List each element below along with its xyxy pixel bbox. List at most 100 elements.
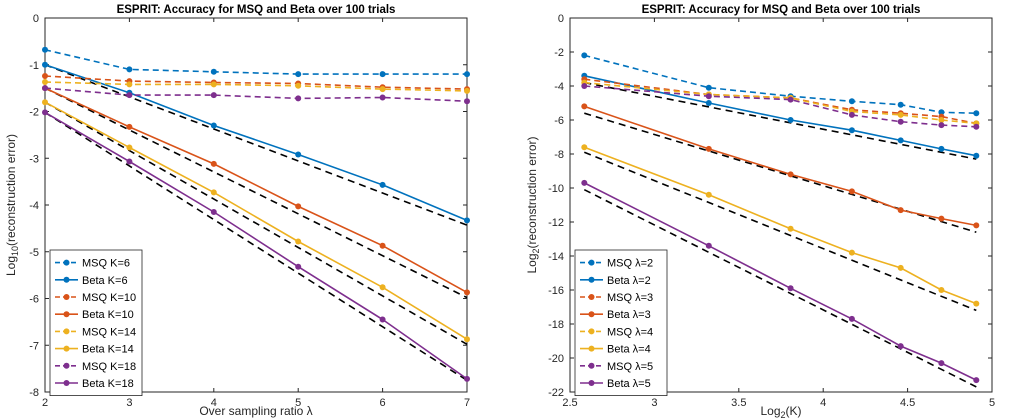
x-tick-label: 2.5 <box>562 397 577 409</box>
data-point <box>973 152 980 159</box>
y-tick-label: -16 <box>548 285 564 297</box>
data-point <box>938 122 945 129</box>
data-point <box>705 93 712 100</box>
legend-item: Beta K=18 <box>55 378 134 390</box>
y-tick-label: -1 <box>29 60 39 72</box>
data-point <box>42 109 48 116</box>
y-tick-label: -10 <box>548 183 564 195</box>
data-point <box>705 145 712 152</box>
data-point <box>126 92 133 99</box>
x-tick-label: 5 <box>295 397 301 409</box>
legend-marker <box>63 345 70 352</box>
data-point <box>581 144 588 151</box>
data-point <box>897 264 904 271</box>
legend-item: Beta λ=3 <box>580 309 651 321</box>
y-tick-label: -2 <box>29 107 39 119</box>
data-point <box>42 99 48 106</box>
series-3 <box>581 103 980 229</box>
legend-marker <box>588 311 595 318</box>
legend-label: MSQ K=6 <box>82 258 130 270</box>
data-point <box>126 144 133 151</box>
data-point <box>581 52 588 59</box>
data-point <box>126 158 133 165</box>
series-line <box>44 87 468 102</box>
x-tick-label: 2 <box>42 397 48 409</box>
legend-label: MSQ λ=2 <box>607 258 653 270</box>
series-6 <box>42 85 470 105</box>
reference-line <box>584 151 977 312</box>
data-point <box>581 103 588 110</box>
series-0 <box>581 52 980 117</box>
y-tick-label: -3 <box>29 153 39 165</box>
data-point <box>938 287 945 293</box>
data-point <box>464 98 470 105</box>
legend-label: MSQ K=18 <box>82 361 136 373</box>
x-tick-label: 3.5 <box>731 397 746 409</box>
tick-marks <box>569 17 993 393</box>
legend-item: Beta K=14 <box>55 344 134 356</box>
data-point <box>897 207 904 214</box>
data-point <box>897 118 904 125</box>
chart-right: 2.5 3 3.5 4 4.5 5-22-20-18-16-14-12-10-8-6-4-… <box>525 4 995 420</box>
data-point <box>848 127 855 134</box>
legend-label: MSQ λ=5 <box>607 361 653 373</box>
legend-label: Beta λ=2 <box>607 275 651 287</box>
data-point <box>581 179 588 186</box>
series-0 <box>42 46 470 78</box>
data-point <box>379 86 386 93</box>
data-point <box>938 215 945 222</box>
data-point <box>464 71 470 78</box>
legend-marker <box>63 259 70 266</box>
legend-item: MSQ K=6 <box>55 258 130 270</box>
y-tick-label: -5 <box>29 247 39 259</box>
legend-item: MSQ λ=3 <box>580 292 653 304</box>
data-point <box>464 289 470 296</box>
reference-line <box>44 87 468 299</box>
data-point <box>210 68 217 75</box>
series-7 <box>42 109 470 382</box>
y-axis-label-sub: 10 <box>10 246 20 256</box>
legend-item: Beta λ=2 <box>580 275 651 287</box>
data-point <box>464 87 470 94</box>
reference-line <box>44 64 468 226</box>
series-line <box>44 81 468 92</box>
series-7 <box>581 179 980 384</box>
legend-item: MSQ K=14 <box>55 326 136 338</box>
chart-left: 2 3 4 5 6 7 -8 -7 -6 -5 -4 -3 -2 -1 0 ESPRIT: Accuracy… <box>4 4 470 418</box>
x-axis-label-sub: 2 <box>781 410 786 420</box>
data-point <box>379 242 386 249</box>
data-point <box>379 316 386 323</box>
data-point <box>705 191 712 198</box>
data-point <box>379 284 386 291</box>
legend-marker <box>63 380 70 386</box>
series-line <box>44 75 468 90</box>
y-tick-label: -12 <box>548 217 564 229</box>
reference-line <box>583 188 977 388</box>
x-axis-label-suffix: (K) <box>786 404 802 418</box>
y-axis-label-sub: 2 <box>531 248 541 253</box>
data-point <box>705 242 712 249</box>
data-point <box>973 110 980 117</box>
data-point <box>210 189 217 196</box>
data-point <box>897 101 904 108</box>
data-point <box>126 66 133 73</box>
data-point <box>126 123 133 130</box>
legend-label: MSQ K=14 <box>82 326 136 338</box>
y-tick-label: -6 <box>29 294 39 306</box>
legend-marker <box>63 294 70 300</box>
data-point <box>42 79 48 85</box>
data-point <box>705 100 712 106</box>
legend-marker <box>588 345 595 352</box>
legend-marker <box>63 362 70 369</box>
data-point <box>210 81 217 88</box>
legend-label: Beta K=6 <box>82 275 128 287</box>
x-axis-label: Log2(K) <box>760 404 801 420</box>
data-point <box>705 84 712 91</box>
legend: MSQ K=6 Beta K=6 MSQ K=10 Beta K=10 MSQ K=14… <box>49 249 143 397</box>
y-axis-label-prefix: Log <box>4 256 18 276</box>
data-point <box>295 151 302 158</box>
y-axis-label-prefix: Log <box>525 254 539 274</box>
x-tick-label: 4.5 <box>900 397 915 409</box>
data-point <box>787 117 794 123</box>
data-point <box>897 111 904 118</box>
